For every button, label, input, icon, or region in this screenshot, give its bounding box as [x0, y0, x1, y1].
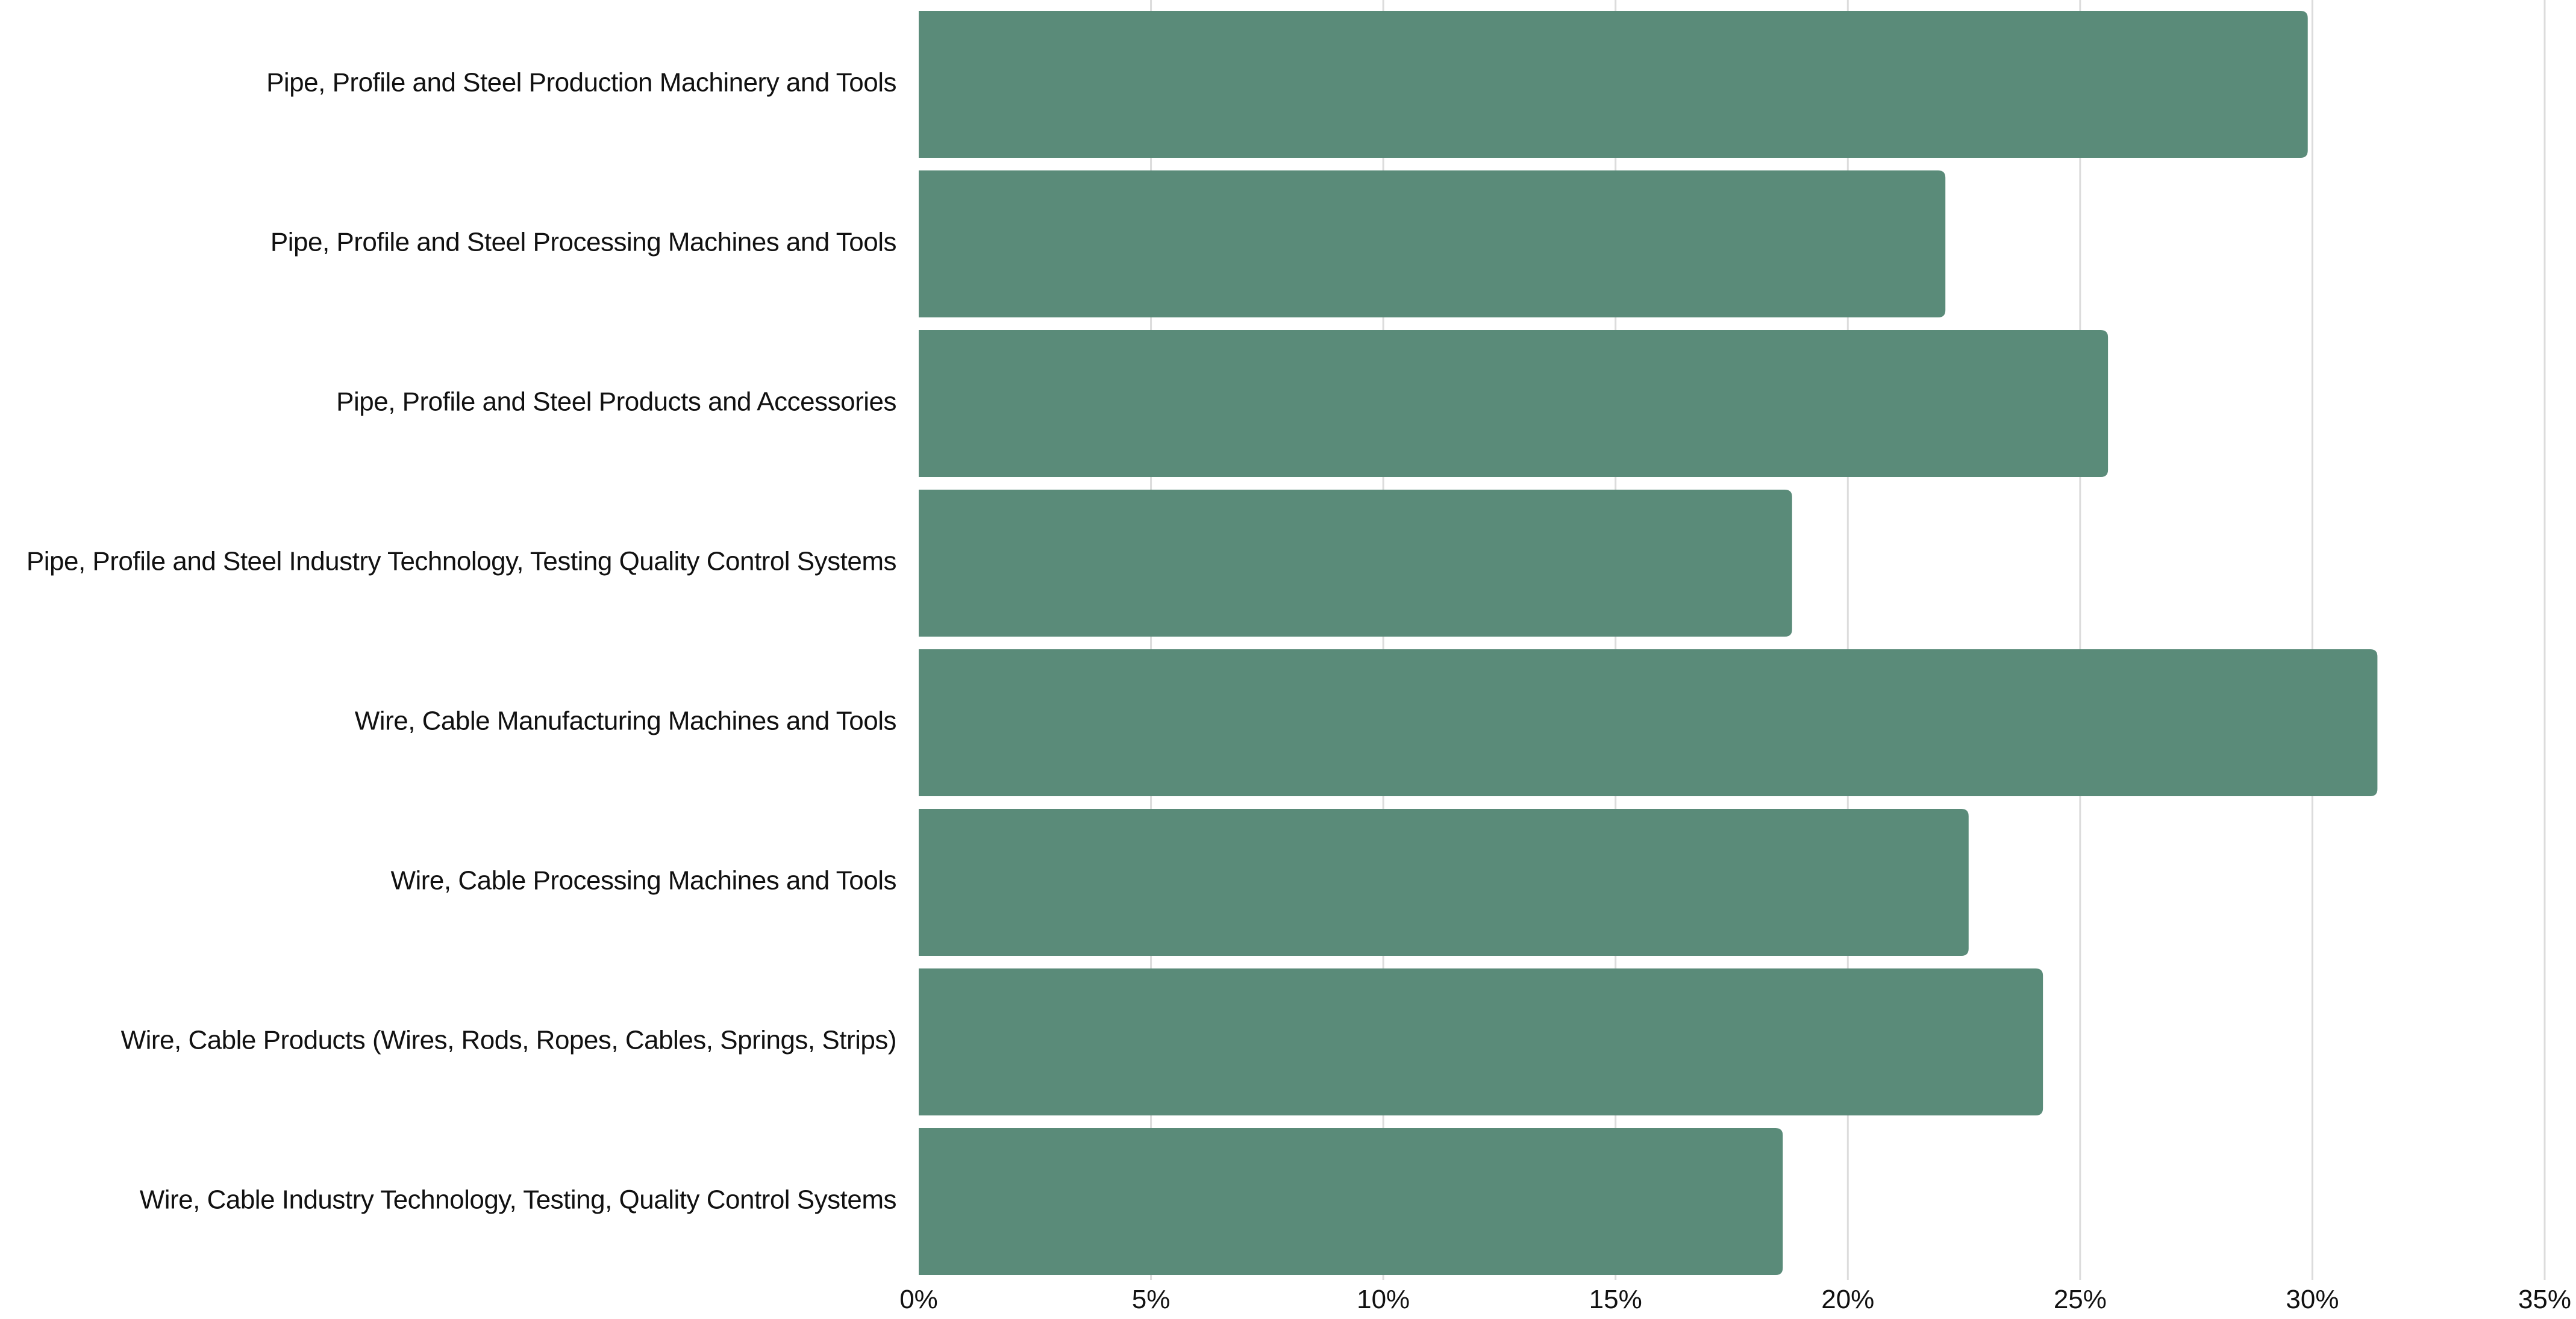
category-label: Wire, Cable Industry Technology, Testing…: [140, 1185, 896, 1215]
category-label: Pipe, Profile and Steel Industry Technol…: [27, 547, 896, 576]
bars: [919, 11, 2378, 1275]
x-axis-ticks: 0% 5% 10% 15% 20% 25% 30% 35%: [899, 1285, 2571, 1314]
bar-4[interactable]: [919, 490, 1792, 637]
x-tick-label: 20%: [1821, 1285, 1874, 1314]
category-labels: Pipe, Profile and Steel Production Machi…: [27, 68, 897, 1215]
bar-5[interactable]: [919, 649, 2378, 796]
x-tick-label: 35%: [2518, 1285, 2571, 1314]
x-tick-label: 5%: [1132, 1285, 1171, 1314]
category-label: Wire, Cable Manufacturing Machines and T…: [355, 706, 896, 736]
x-tick-label: 25%: [2054, 1285, 2107, 1314]
category-label: Wire, Cable Processing Machines and Tool…: [390, 866, 896, 896]
category-label: Wire, Cable Products (Wires, Rods, Ropes…: [121, 1026, 896, 1055]
category-label: Pipe, Profile and Steel Products and Acc…: [336, 387, 896, 417]
bar-8[interactable]: [919, 1128, 1783, 1275]
bar-3[interactable]: [919, 330, 2109, 477]
x-tick-label: 15%: [1589, 1285, 1642, 1314]
x-tick-label: 10%: [1357, 1285, 1410, 1314]
bar-6[interactable]: [919, 809, 1969, 956]
category-label: Pipe, Profile and Steel Processing Machi…: [270, 228, 896, 257]
bar-2[interactable]: [919, 170, 1946, 317]
x-tick-label: 0%: [899, 1285, 938, 1314]
category-label: Pipe, Profile and Steel Production Machi…: [266, 68, 896, 98]
bar-7[interactable]: [919, 968, 2043, 1115]
bar-1[interactable]: [919, 11, 2308, 158]
x-tick-label: 30%: [2286, 1285, 2339, 1314]
